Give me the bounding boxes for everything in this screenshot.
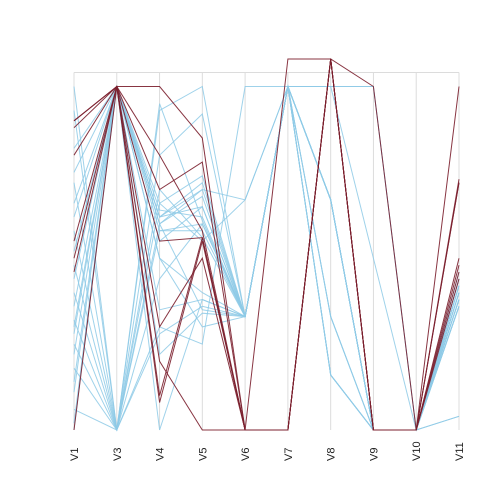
axis-label-v9: V9: [368, 448, 380, 461]
axis-label-v10: V10: [411, 441, 423, 461]
axis-label-v4: V4: [155, 448, 167, 461]
series-line-30: [73, 58, 460, 431]
series-line-31: [73, 58, 460, 431]
axis-labels-layer: V1 V3 V4 V5 V6 V7 V8 V9 V10 V11: [69, 441, 466, 461]
axis-label-v7: V7: [283, 448, 295, 461]
axis-label-v6: V6: [240, 448, 252, 461]
axis-label-v3: V3: [112, 448, 124, 461]
axis-label-v8: V8: [326, 448, 338, 461]
axis-label-v5: V5: [197, 448, 209, 461]
axis-label-v1: V1: [69, 448, 81, 461]
lines-layer: [73, 58, 460, 432]
axis-label-v11: V11: [454, 442, 466, 461]
axes-layer: [73, 71, 460, 430]
